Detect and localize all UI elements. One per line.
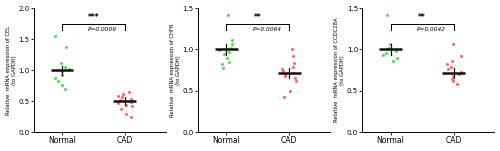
- Point: [220, 53, 228, 56]
- Point: [65, 68, 73, 70]
- Point: [383, 13, 391, 16]
- Point: [448, 78, 456, 80]
- Point: [289, 71, 297, 74]
- Point: [128, 101, 136, 103]
- Point: [119, 93, 127, 95]
- Point: [456, 73, 464, 76]
- Point: [386, 43, 394, 46]
- Text: P=0.0042: P=0.0042: [417, 27, 446, 32]
- Y-axis label: Relative  mRNA expression of CCDC28A
(to GAPDH): Relative mRNA expression of CCDC28A (to …: [334, 18, 345, 122]
- Point: [225, 51, 233, 53]
- Point: [282, 75, 290, 77]
- Point: [122, 112, 130, 115]
- Point: [128, 105, 136, 107]
- Point: [392, 50, 400, 52]
- Point: [443, 63, 451, 66]
- Point: [126, 91, 134, 93]
- Text: P=0.0064: P=0.0064: [252, 27, 282, 32]
- Point: [219, 66, 227, 69]
- Y-axis label: Relative  mRNA expression of CHFR
(to GAPDH): Relative mRNA expression of CHFR (to GAP…: [170, 23, 181, 117]
- Point: [222, 56, 230, 59]
- Point: [292, 80, 300, 82]
- Point: [227, 47, 235, 49]
- Point: [127, 116, 135, 118]
- Text: P=0.0009: P=0.0009: [88, 27, 118, 32]
- Point: [385, 47, 393, 49]
- Point: [60, 88, 68, 90]
- Point: [62, 66, 70, 68]
- Point: [281, 73, 289, 76]
- Point: [114, 95, 122, 97]
- Point: [58, 74, 66, 76]
- Point: [114, 102, 122, 104]
- Point: [450, 43, 458, 46]
- Point: [278, 68, 286, 71]
- Point: [380, 54, 388, 56]
- Point: [290, 55, 298, 57]
- Point: [288, 48, 296, 51]
- Point: [280, 70, 287, 72]
- Point: [218, 63, 226, 66]
- Point: [290, 61, 298, 64]
- Point: [390, 60, 398, 62]
- Point: [453, 83, 461, 85]
- Point: [120, 100, 128, 102]
- Text: ***: ***: [88, 13, 99, 22]
- Point: [448, 60, 456, 62]
- Point: [224, 13, 232, 16]
- Point: [52, 76, 60, 79]
- Point: [382, 52, 390, 54]
- Point: [290, 66, 298, 68]
- Point: [58, 84, 66, 86]
- Point: [450, 75, 458, 77]
- Point: [54, 80, 62, 83]
- Point: [117, 108, 125, 111]
- Point: [383, 48, 391, 51]
- Point: [228, 38, 236, 41]
- Point: [57, 61, 65, 64]
- Point: [457, 71, 465, 73]
- Text: **: **: [418, 13, 426, 22]
- Point: [127, 98, 135, 100]
- Point: [116, 99, 124, 101]
- Point: [448, 66, 456, 68]
- Point: [444, 68, 452, 71]
- Point: [280, 96, 288, 99]
- Point: [118, 96, 126, 99]
- Point: [394, 56, 402, 59]
- Point: [224, 61, 232, 63]
- Point: [58, 70, 66, 73]
- Point: [62, 45, 70, 48]
- Point: [215, 49, 223, 51]
- Point: [122, 104, 130, 106]
- Point: [449, 80, 457, 82]
- Point: [456, 55, 464, 57]
- Point: [228, 43, 236, 46]
- Text: **: **: [254, 13, 262, 22]
- Point: [290, 77, 298, 80]
- Y-axis label: Relative  mRNA expression of CEL
(to GAPDH): Relative mRNA expression of CEL (to GAPD…: [6, 26, 17, 115]
- Point: [52, 35, 60, 37]
- Point: [286, 90, 294, 92]
